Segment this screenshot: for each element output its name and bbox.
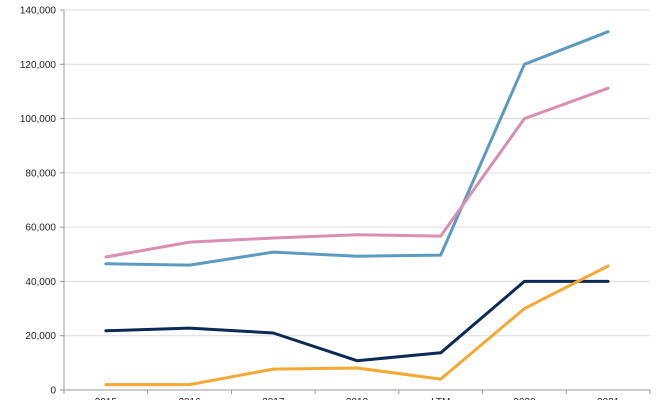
x-tick-label: 2020: [513, 397, 536, 400]
series-line-1: [104, 30, 610, 267]
x-tick-label: LTM: [431, 397, 450, 400]
x-tick-label: 2016: [178, 397, 201, 400]
series-lines: [104, 30, 610, 387]
series-line-4: [104, 264, 610, 387]
x-axis-ticks: 2015 2016 2017 2018 LTM 2020 2021: [63, 390, 651, 400]
series-line-3: [104, 279, 610, 363]
x-tick-label: 2015: [95, 397, 118, 400]
y-tick-label: 20,000: [25, 331, 56, 342]
y-tick-label: 40,000: [25, 277, 56, 288]
y-axis-ticks: 0 20,000 40,000 60,000 80,000 100,000 120,000 1…: [20, 6, 64, 397]
grid-lines: [64, 9, 650, 337]
y-tick-label: 60,000: [25, 223, 56, 234]
y-tick-label: 140,000: [20, 6, 57, 17]
y-tick-label: 120,000: [20, 60, 57, 71]
axes: [63, 10, 650, 391]
series-line-2: [104, 86, 610, 259]
x-tick-label: 2017: [262, 397, 285, 400]
y-tick-label: 80,000: [25, 168, 56, 179]
x-tick-label: 2018: [346, 397, 369, 400]
y-tick-label: 0: [50, 386, 56, 397]
x-tick-label: 2021: [597, 397, 620, 400]
y-tick-label: 100,000: [20, 114, 57, 125]
